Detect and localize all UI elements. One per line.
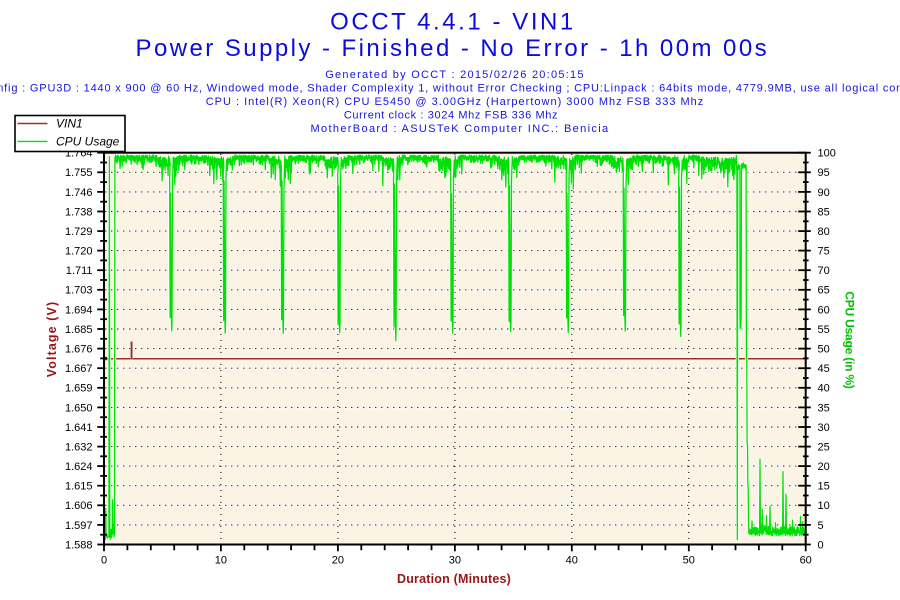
svg-text:0: 0 <box>101 555 107 567</box>
svg-text:1.588: 1.588 <box>65 539 93 551</box>
svg-text:45: 45 <box>818 363 830 375</box>
svg-text:15: 15 <box>818 481 830 493</box>
svg-text:Generated by OCCT : 2015/02/26: Generated by OCCT : 2015/02/26 20:05:15 <box>325 69 585 81</box>
svg-text:10: 10 <box>215 555 227 567</box>
svg-text:85: 85 <box>818 206 830 218</box>
svg-text:50: 50 <box>818 344 830 356</box>
svg-text:40: 40 <box>818 383 830 395</box>
svg-text:CPU : Intel(R) Xeon(R) CPU E54: CPU : Intel(R) Xeon(R) CPU E5450 @ 3.00G… <box>206 96 705 108</box>
svg-text:1.615: 1.615 <box>65 481 93 493</box>
svg-text:55: 55 <box>818 324 830 336</box>
svg-text:Test Config : GPU3D : 1440 x 9: Test Config : GPU3D : 1440 x 900 @ 60 Hz… <box>0 83 900 95</box>
svg-text:CPU Usage (in %): CPU Usage (in %) <box>843 291 857 389</box>
svg-text:5: 5 <box>818 520 824 532</box>
svg-text:65: 65 <box>818 285 830 297</box>
svg-text:35: 35 <box>818 402 830 414</box>
svg-text:30: 30 <box>818 422 830 434</box>
svg-text:1.711: 1.711 <box>66 265 93 277</box>
svg-text:Power Supply - Finished - No E: Power Supply - Finished - No Error - 1h … <box>136 35 770 62</box>
svg-text:20: 20 <box>332 555 344 567</box>
svg-text:1.720: 1.720 <box>65 246 93 258</box>
svg-text:1.667: 1.667 <box>65 363 93 375</box>
svg-text:1.746: 1.746 <box>65 187 93 199</box>
svg-text:1.755: 1.755 <box>65 167 93 179</box>
svg-text:25: 25 <box>818 441 830 453</box>
svg-text:MotherBoard : ASUSTeK Computer: MotherBoard : ASUSTeK Computer INC.: Ben… <box>310 123 609 135</box>
svg-text:30: 30 <box>449 555 461 567</box>
svg-text:1.703: 1.703 <box>65 285 93 297</box>
svg-text:Voltage (V): Voltage (V) <box>45 301 59 377</box>
svg-text:100: 100 <box>818 148 836 160</box>
svg-text:1.641: 1.641 <box>65 422 93 434</box>
svg-text:75: 75 <box>818 246 830 258</box>
svg-text:Current clock : 3024 Mhz FSB 3: Current clock : 3024 Mhz FSB 336 Mhz <box>344 110 558 122</box>
svg-text:60: 60 <box>818 304 830 316</box>
svg-text:1.597: 1.597 <box>65 520 93 532</box>
svg-text:1.685: 1.685 <box>65 324 93 336</box>
svg-text:1.632: 1.632 <box>65 441 93 453</box>
svg-text:OCCT 4.4.1 - VIN1: OCCT 4.4.1 - VIN1 <box>330 9 576 36</box>
svg-text:1.650: 1.650 <box>65 402 93 414</box>
svg-text:10: 10 <box>818 500 830 512</box>
svg-text:20: 20 <box>818 461 830 473</box>
svg-text:40: 40 <box>566 555 578 567</box>
svg-text:50: 50 <box>683 555 695 567</box>
svg-text:1.676: 1.676 <box>65 344 93 356</box>
svg-text:0: 0 <box>818 539 824 551</box>
svg-text:80: 80 <box>818 226 830 238</box>
svg-text:1.624: 1.624 <box>65 461 93 473</box>
svg-text:95: 95 <box>818 167 830 179</box>
svg-text:1.694: 1.694 <box>65 304 93 316</box>
svg-text:VIN1: VIN1 <box>56 117 83 131</box>
svg-text:1.659: 1.659 <box>65 383 93 395</box>
svg-text:90: 90 <box>818 187 830 199</box>
svg-text:1.606: 1.606 <box>65 500 93 512</box>
svg-text:1.738: 1.738 <box>65 206 93 218</box>
svg-text:70: 70 <box>818 265 830 277</box>
svg-text:CPU Usage: CPU Usage <box>56 135 120 149</box>
svg-text:Duration (Minutes): Duration (Minutes) <box>397 572 511 586</box>
svg-text:60: 60 <box>800 555 812 567</box>
svg-text:1.729: 1.729 <box>65 226 93 238</box>
